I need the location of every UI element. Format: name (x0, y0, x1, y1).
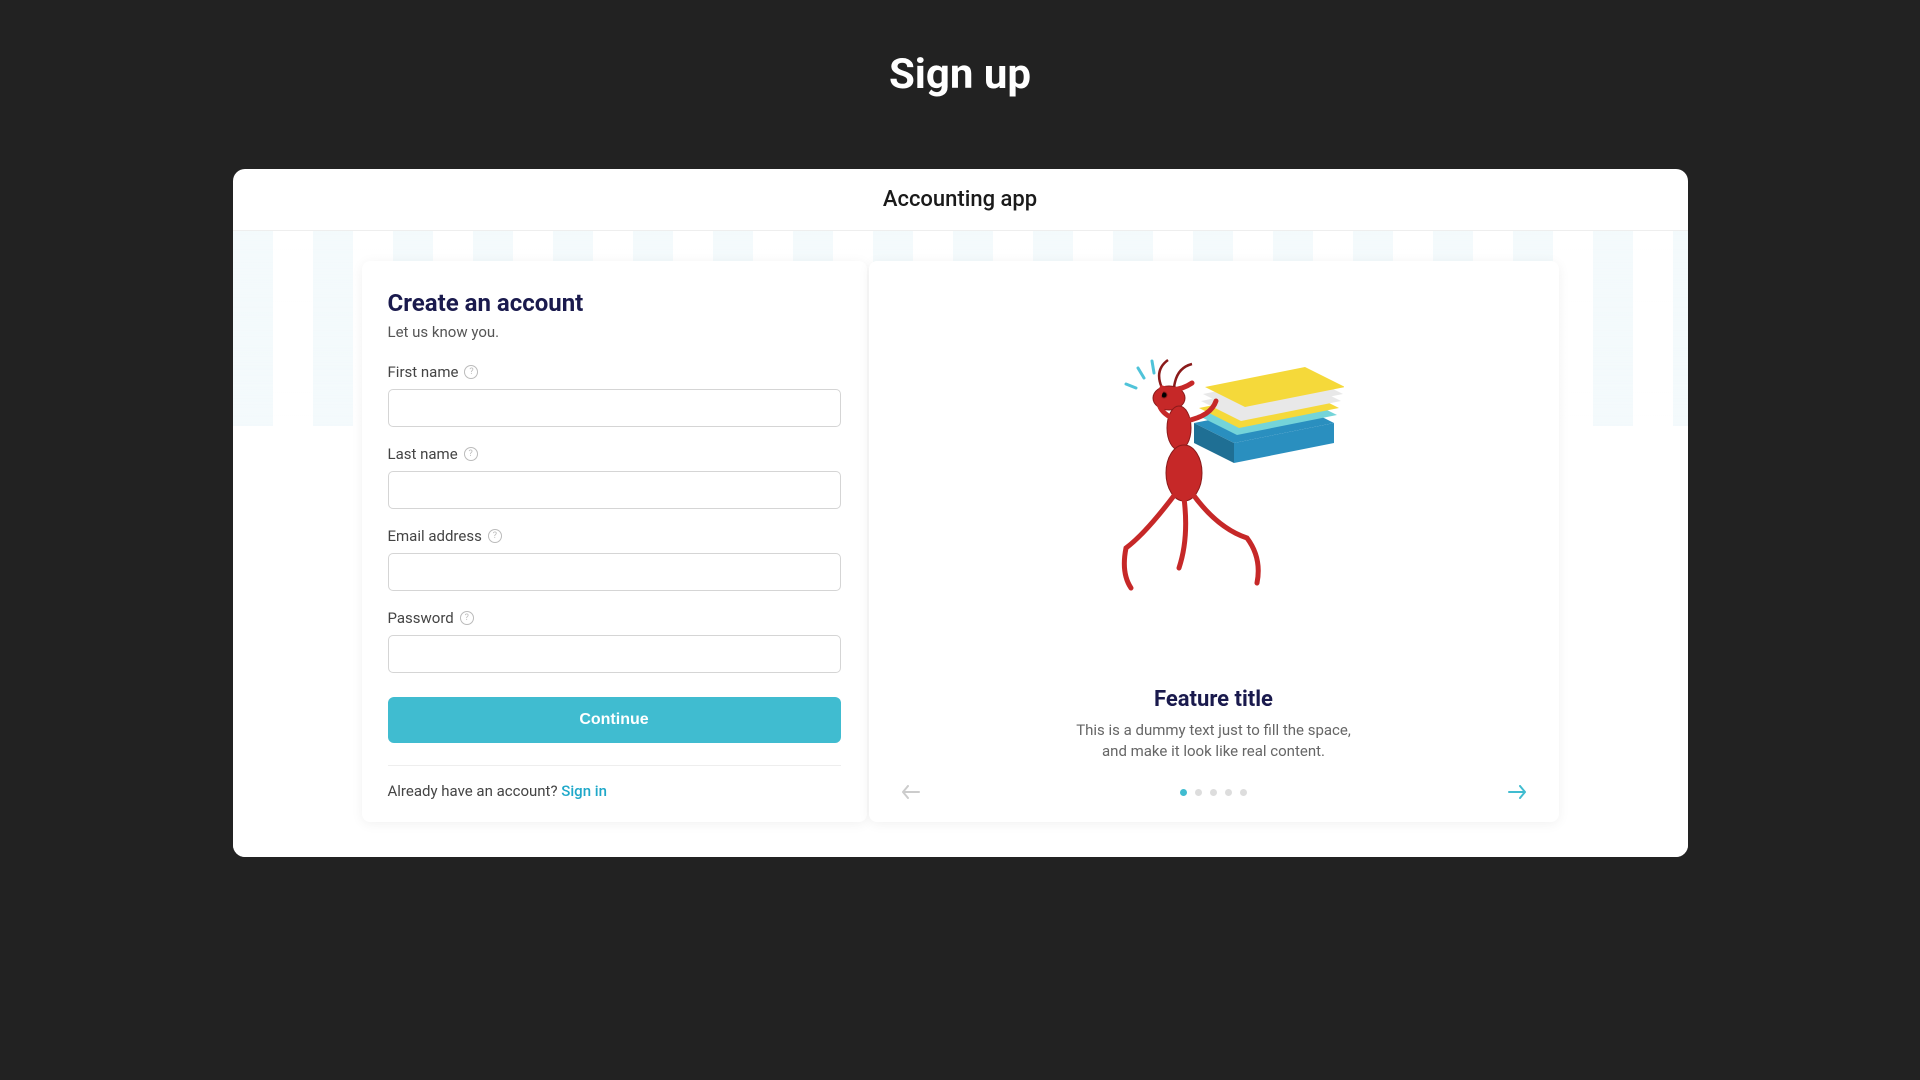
signup-card: Accounting app Create an account Let us … (233, 169, 1688, 857)
first-name-input[interactable] (388, 389, 841, 427)
email-input[interactable] (388, 553, 841, 591)
continue-button[interactable]: Continue (388, 697, 841, 743)
page-title: Sign up (0, 0, 1920, 99)
field-password: Password ? (388, 609, 841, 673)
form-title: Create an account (388, 289, 841, 317)
last-name-label-text: Last name (388, 445, 458, 463)
feature-title: Feature title (895, 687, 1533, 712)
signin-prompt: Already have an account? (388, 782, 562, 800)
carousel-dot[interactable] (1210, 789, 1217, 796)
signin-link[interactable]: Sign in (561, 782, 607, 800)
field-last-name: Last name ? (388, 445, 841, 509)
first-name-label: First name ? (388, 363, 841, 381)
password-input[interactable] (388, 635, 841, 673)
email-label: Email address ? (388, 527, 841, 545)
field-first-name: First name ? (388, 363, 841, 427)
last-name-label: Last name ? (388, 445, 841, 463)
arrow-right-icon (1508, 785, 1526, 799)
card-body: Create an account Let us know you. First… (233, 231, 1688, 857)
form-panel: Create an account Let us know you. First… (362, 261, 867, 822)
arrow-left-icon (902, 785, 920, 799)
help-icon[interactable]: ? (464, 447, 478, 461)
feature-panel: Feature title This is a dummy text just … (869, 261, 1559, 822)
help-icon[interactable]: ? (464, 365, 478, 379)
form-divider (388, 765, 841, 766)
panels: Create an account Let us know you. First… (233, 261, 1688, 822)
carousel-dot[interactable] (1240, 789, 1247, 796)
last-name-input[interactable] (388, 471, 841, 509)
app-name: Accounting app (233, 169, 1688, 231)
feature-illustration (895, 289, 1533, 677)
password-label: Password ? (388, 609, 841, 627)
carousel-dots (1180, 789, 1247, 796)
carousel-controls (895, 780, 1533, 804)
email-label-text: Email address (388, 527, 482, 545)
signin-row: Already have an account? Sign in (388, 782, 841, 800)
help-icon[interactable]: ? (488, 529, 502, 543)
carousel-next-button[interactable] (1505, 780, 1529, 804)
form-subtitle: Let us know you. (388, 323, 841, 341)
password-label-text: Password (388, 609, 454, 627)
feature-description: This is a dummy text just to fill the sp… (1076, 720, 1351, 762)
carousel-prev-button[interactable] (899, 780, 923, 804)
field-email: Email address ? (388, 527, 841, 591)
help-icon[interactable]: ? (460, 611, 474, 625)
ant-carrying-papers-icon (1084, 343, 1344, 623)
carousel-dot[interactable] (1180, 789, 1187, 796)
carousel-dot[interactable] (1225, 789, 1232, 796)
first-name-label-text: First name (388, 363, 459, 381)
carousel-dot[interactable] (1195, 789, 1202, 796)
